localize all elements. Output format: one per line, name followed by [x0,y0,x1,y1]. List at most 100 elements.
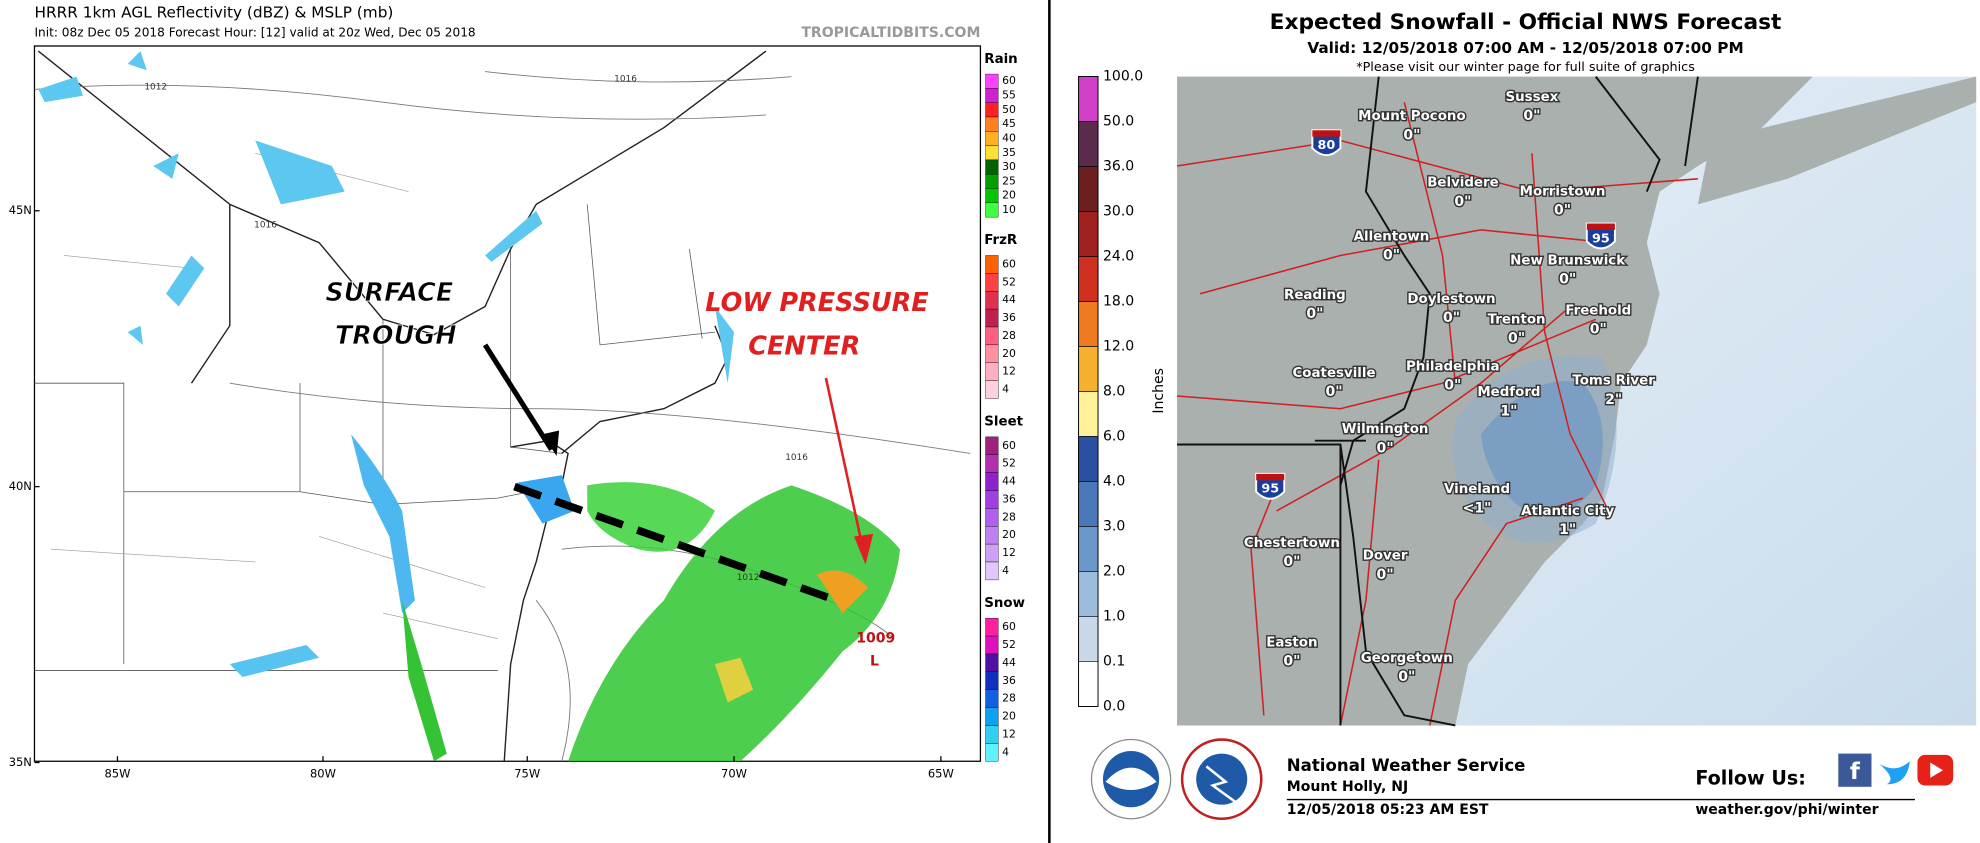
colorbar-segment [1078,391,1099,437]
legend-swatch [985,73,999,89]
right-title: Expected Snowfall - Official NWS Forecas… [1270,10,1782,35]
legend-tick: 4 [1002,383,1009,396]
legend-tick: 60 [1002,620,1016,633]
twitter-icon[interactable] [1879,761,1910,785]
footer-url[interactable]: weather.gov/phi/winter [1695,802,1878,818]
footer-follow: Follow Us: [1695,767,1806,790]
shield-number: 80 [1318,138,1336,153]
right-valid: Valid: 12/05/2018 07:00 AM - 12/05/2018 … [1307,39,1743,57]
lat-label: 40N [9,479,32,493]
annotation: CENTER [748,331,860,361]
annotation: LOW PRESSURE [705,288,929,318]
colorbar-segment [1078,571,1099,617]
shield-top [1312,130,1341,137]
legend-tick: 36 [1002,311,1016,324]
lon-label: 70W [721,767,747,781]
legend-tick: 12 [1002,727,1016,740]
town-amount: 0" [1398,669,1415,685]
colorbar-tick: 8.0 [1103,383,1125,399]
legend-tick: 35 [1002,146,1016,159]
legend-swatch [985,88,999,103]
legend-swatch [985,454,999,473]
legend-swatch [985,543,999,563]
isobar-label: 1009 [856,631,895,647]
legend-tick: 20 [1002,347,1016,360]
shield-number: 95 [1261,482,1279,497]
colorbar-tick: 1.0 [1103,608,1125,624]
lat-label: 45N [9,203,32,217]
facebook-icon[interactable] [1838,753,1872,787]
town-amount: 0" [1283,554,1300,570]
legend-swatch [985,159,999,175]
lon-label: 65W [928,767,954,781]
footer-office: National Weather Service [1287,756,1526,775]
town-amount: 0" [1508,330,1525,346]
legend-swatch [985,145,999,161]
legend-swatch [985,689,999,708]
legend-swatch [985,671,999,690]
town-name: Toms River [1572,374,1655,389]
town-name: Georgetown [1361,651,1453,666]
town-name: Wilmington [1342,422,1429,437]
town-name: Belvidere [1427,176,1499,191]
colorbar-segment [1078,526,1099,572]
legend-tick: 44 [1002,656,1016,669]
town-name: Mount Pocono [1358,109,1466,124]
legend-swatch [985,508,999,527]
legend-tick: 52 [1002,638,1016,651]
legend-tick: 20 [1002,710,1016,723]
isobar-label: L [870,654,879,670]
legend-title: FrzR [984,233,1018,248]
legend-swatch [985,490,999,509]
town-amount: 0" [1554,203,1571,219]
long-island [1697,76,1977,205]
snow-zone-1in [1452,355,1617,543]
left-title: HRRR 1km AGL Reflectivity (dBZ) & MSLP (… [34,3,393,21]
town-amount: 0" [1403,127,1420,143]
legend-swatch [985,174,999,189]
colorbar-segment [1078,166,1099,212]
legend-swatch [985,188,999,204]
legend-tick: 30 [1002,160,1016,173]
legend-title: Snow [984,596,1025,611]
legend-tick: 28 [1002,329,1016,342]
legend-swatch [985,308,999,328]
legend-tick: 55 [1002,89,1016,102]
colorbar-segment [1078,616,1099,662]
isobar-label: 1016 [254,220,277,230]
legend-swatch [985,618,999,637]
town-name: Vineland [1444,482,1510,497]
legend-tick: 28 [1002,510,1016,523]
town-name: Chestertown [1244,536,1340,551]
town-amount: 0" [1454,194,1471,210]
legend-tick: 44 [1002,293,1016,306]
legend-swatch [985,653,999,673]
legend-tick: 28 [1002,692,1016,705]
legend-tick: 20 [1002,528,1016,541]
legend-swatch [985,436,999,455]
legend-tick: 45 [1002,117,1016,130]
left-panel: HRRR 1km AGL Reflectivity (dBZ) & MSLP (… [33,3,982,762]
colorbar-tick: 3.0 [1103,518,1125,534]
right-panel: Expected Snowfall - Official NWS Forecas… [1078,10,1977,821]
legend-swatch [985,202,999,218]
lon-label: 85W [104,767,130,781]
town-name: Doylestown [1407,292,1495,307]
town-name: Reading [1284,288,1346,303]
legend-swatch [985,344,999,363]
town-name: Easton [1266,635,1317,650]
legend-tick: 60 [1002,439,1016,452]
legend-swatch [985,635,999,655]
town-amount: 0" [1306,306,1323,322]
colorbar-tick: 2.0 [1103,563,1125,579]
legend-swatch [985,116,999,132]
nws-logo [1090,738,1263,821]
legend-swatch [985,102,999,118]
legend-swatch [985,743,999,762]
town-amount: <1" [1463,500,1492,516]
colorbar-segment [1078,301,1099,347]
youtube-glyph [1930,762,1943,778]
watermark: TROPICALTIDBITS.COM [801,25,980,41]
town-name: Allentown [1354,229,1430,244]
legend-tick: 20 [1002,189,1016,202]
